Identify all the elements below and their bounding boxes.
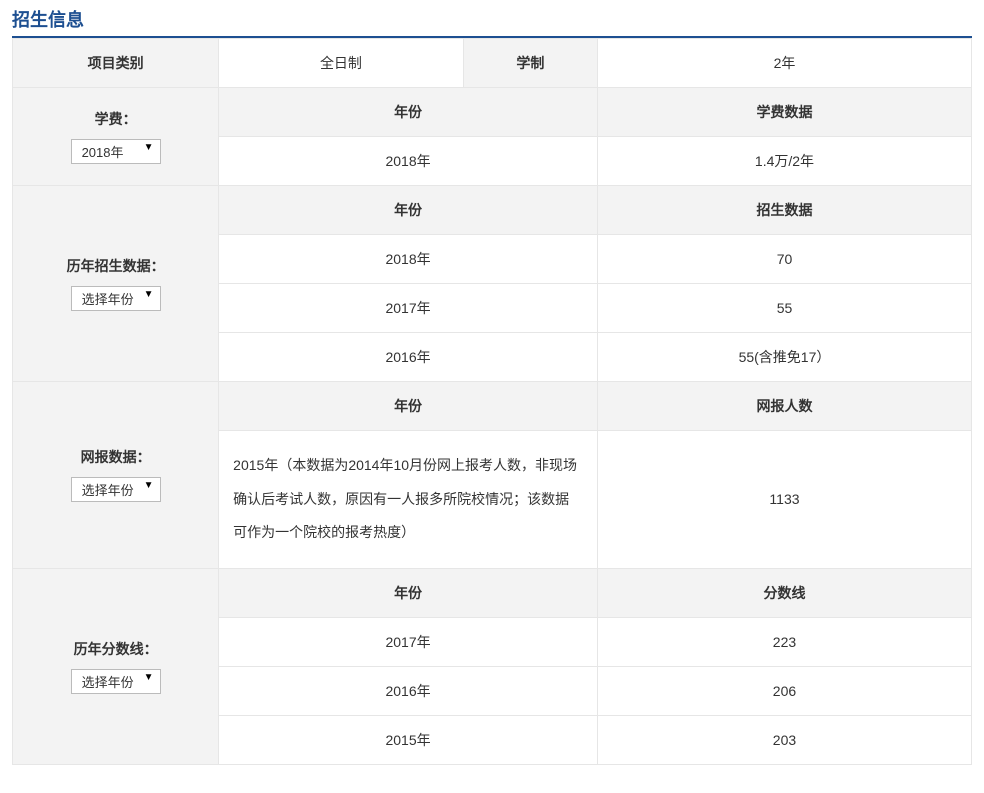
side-tuition: 学费： 2018年 ▼	[13, 88, 219, 186]
score-year-0: 2017年	[219, 617, 598, 666]
net-hdr-data: 网报人数	[597, 382, 971, 431]
side-score: 历年分数线： 选择年份 ▼	[13, 568, 219, 764]
enroll-value-1: 55	[597, 284, 971, 333]
score-value-2: 203	[597, 715, 971, 764]
info-table: 项目类别 全日制 学制 2年 学费： 2018年 ▼ 年份 学费数据 2018年…	[12, 38, 972, 765]
chevron-down-icon: ▼	[144, 672, 154, 683]
chevron-down-icon: ▼	[144, 480, 154, 491]
net-year-select[interactable]: 选择年份 ▼	[71, 477, 161, 502]
enroll-value-2: 55(含推免17）	[597, 333, 971, 382]
tuition-hdr-data: 学费数据	[597, 88, 971, 137]
net-hdr-year: 年份	[219, 382, 598, 431]
enroll-year-select[interactable]: 选择年份 ▼	[71, 286, 161, 311]
score-year-select[interactable]: 选择年份 ▼	[71, 669, 161, 694]
tuition-hdr-year: 年份	[219, 88, 598, 137]
tuition-year: 2018年	[219, 137, 598, 186]
net-value: 1133	[597, 431, 971, 569]
chevron-down-icon: ▼	[144, 289, 154, 300]
score-hdr-data: 分数线	[597, 568, 971, 617]
cell-duration-value: 2年	[597, 39, 971, 88]
enroll-year-1: 2017年	[219, 284, 598, 333]
side-net: 网报数据： 选择年份 ▼	[13, 382, 219, 569]
side-enroll: 历年招生数据： 选择年份 ▼	[13, 186, 219, 382]
enroll-value-0: 70	[597, 235, 971, 284]
tuition-value: 1.4万/2年	[597, 137, 971, 186]
score-value-1: 206	[597, 666, 971, 715]
score-label: 历年分数线：	[21, 639, 210, 659]
score-year-2: 2015年	[219, 715, 598, 764]
cell-fulltime: 全日制	[219, 39, 464, 88]
tuition-year-selected: 2018年	[82, 145, 124, 160]
enroll-hdr-year: 年份	[219, 186, 598, 235]
enroll-year-selected: 选择年份	[82, 292, 134, 307]
tuition-year-select[interactable]: 2018年 ▼	[71, 139, 161, 164]
enroll-year-0: 2018年	[219, 235, 598, 284]
enroll-hdr-data: 招生数据	[597, 186, 971, 235]
score-year-selected: 选择年份	[82, 675, 134, 690]
net-year-text: 2015年（本数据为2014年10月份网上报考人数，非现场确认后考试人数，原因有…	[219, 431, 598, 569]
net-year-selected: 选择年份	[82, 483, 134, 498]
chevron-down-icon: ▼	[144, 142, 154, 153]
score-hdr-year: 年份	[219, 568, 598, 617]
score-year-1: 2016年	[219, 666, 598, 715]
enroll-year-2: 2016年	[219, 333, 598, 382]
hdr-project-type: 项目类别	[13, 39, 219, 88]
enroll-label: 历年招生数据：	[21, 256, 210, 276]
hdr-duration: 学制	[463, 39, 597, 88]
tuition-label: 学费：	[21, 109, 210, 129]
net-label: 网报数据：	[21, 447, 210, 467]
score-value-0: 223	[597, 617, 971, 666]
section-title: 招生信息	[12, 0, 972, 38]
